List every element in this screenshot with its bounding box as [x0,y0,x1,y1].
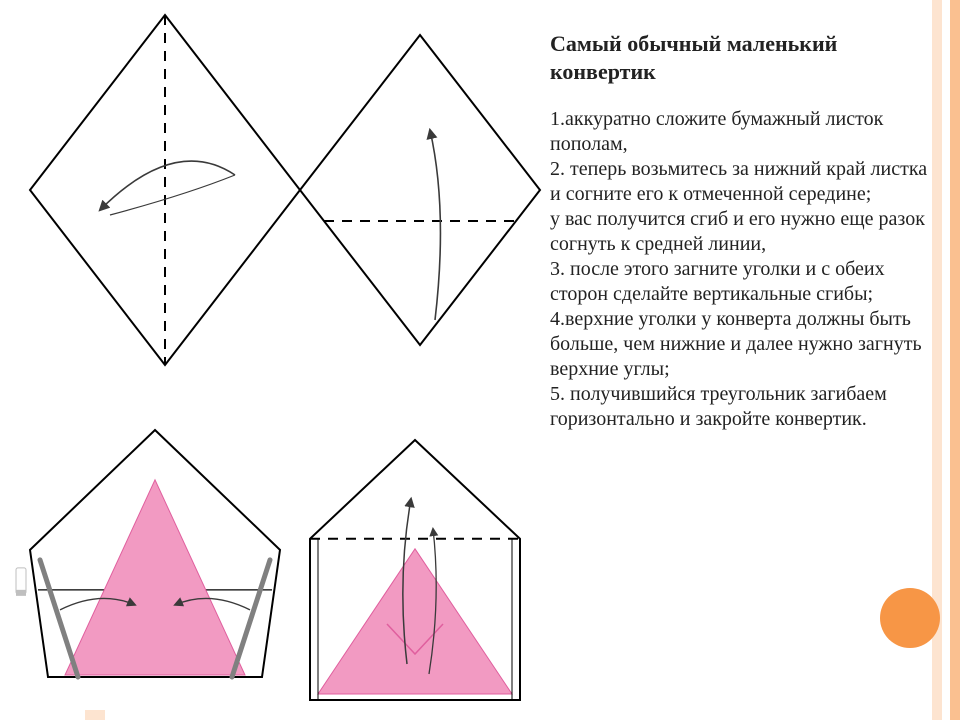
page-title: Самый обычный маленький конвертик [550,30,940,85]
decor-circle [880,588,940,648]
step-5: 5. получившийся треугольник загибаем гор… [550,382,940,432]
step-2: 2. теперь возьмитесь за нижний край лист… [550,157,940,207]
step-1: 1.аккуратно сложите бумажный листок попо… [550,107,940,157]
step-3: 3. после этого загните уголки и с обеих … [550,257,940,307]
step-4: 4.верхние уголки у конверта должны быть … [550,307,940,382]
origami-diagrams [0,0,560,720]
step-2b: у вас получится сгиб и его нужно еще раз… [550,207,940,257]
stripe-middle [942,0,950,720]
stripe-outer [950,0,960,720]
instructions-body: 1.аккуратно сложите бумажный листок попо… [550,107,940,432]
instructions-column: Самый обычный маленький конвертик 1.акку… [550,30,940,432]
